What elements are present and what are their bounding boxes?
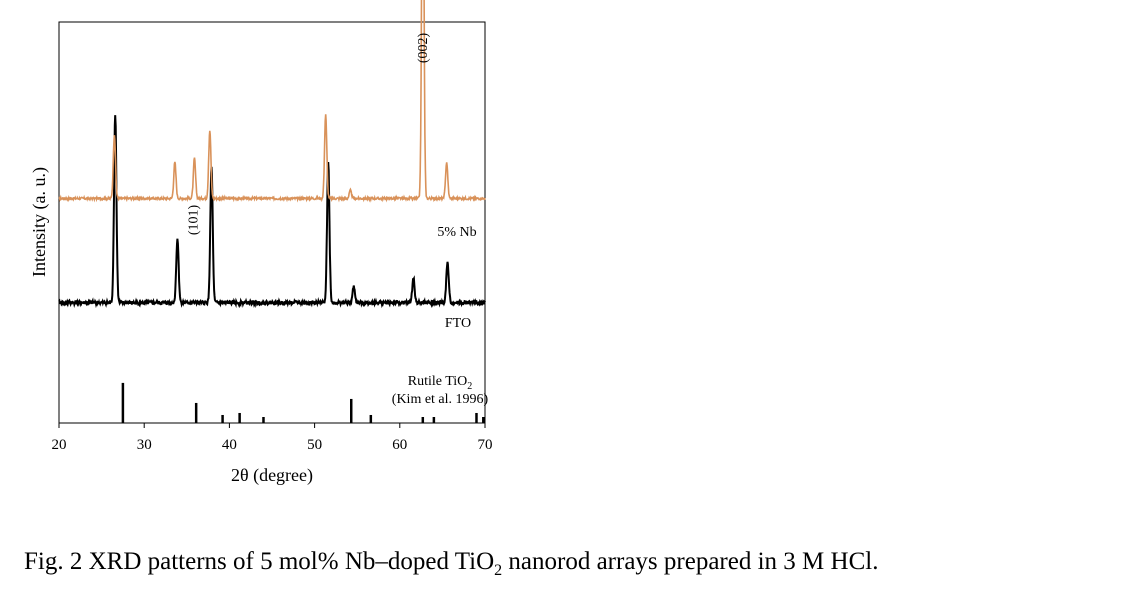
- series-line-5pct-nb: [58, 0, 486, 203]
- annotation-002: (002): [416, 33, 431, 64]
- reference-sticks: [121, 382, 485, 423]
- x-tick-label-30: 30: [137, 437, 152, 453]
- x-axis-title: 2θ (degree): [231, 465, 313, 486]
- caption-sub: 2: [494, 562, 503, 579]
- x-tick-label-70: 70: [478, 437, 493, 453]
- reference-label-main: Rutile TiO: [408, 374, 468, 389]
- x-axis-ticks: 20 30 40 50 60 70: [52, 423, 493, 453]
- x-tick-label-50: 50: [307, 437, 322, 453]
- reference-source: (Kim et al. 1996): [392, 392, 489, 407]
- x-tick-label-40: 40: [222, 437, 237, 453]
- caption-prefix: Fig. 2 XRD patterns of 5 mol% Nb–doped T…: [24, 548, 495, 575]
- series-label-5pct-nb: 5% Nb: [437, 225, 476, 240]
- x-tick-label-60: 60: [392, 437, 407, 453]
- reference-label: Rutile TiO2: [408, 374, 473, 392]
- series-label-fto: FTO: [445, 316, 471, 331]
- annotation-101: (101): [187, 205, 202, 236]
- x-tick-label-20: 20: [52, 437, 67, 453]
- plot-frame: [58, 21, 486, 424]
- caption-suffix: nanorod arrays prepared in 3 M HCl.: [502, 548, 879, 575]
- xrd-chart: 20 30 40 50 60 70 2θ (degree) Intensity (a. u…: [29, 0, 493, 486]
- reference-label-sub: 2: [467, 381, 472, 392]
- series-line-fto: [58, 115, 486, 309]
- y-axis-title: Intensity (a. u.): [29, 167, 50, 277]
- figure-caption: Fig. 2 XRD patterns of 5 mol% Nb–doped T…: [24, 548, 1124, 580]
